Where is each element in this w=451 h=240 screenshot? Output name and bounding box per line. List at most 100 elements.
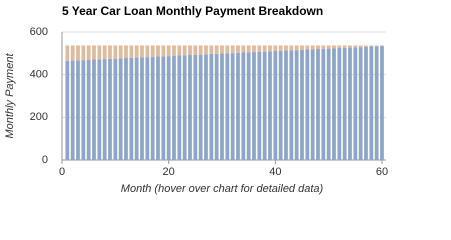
- bar-segment: [358, 45, 363, 48]
- bar-segment: [284, 50, 288, 161]
- bar-segment: [321, 48, 326, 160]
- bar-segment: [118, 45, 123, 59]
- bar-segment: [102, 59, 107, 160]
- bar-segment: [161, 45, 166, 57]
- chart: 5 Year Car Loan Monthly Payment Breakdow…: [4, 4, 388, 195]
- bar-segment: [225, 45, 230, 54]
- bar-segment: [182, 55, 187, 160]
- bar-segment: [300, 45, 304, 50]
- bar-segment: [310, 49, 315, 160]
- bar-segment: [76, 60, 80, 160]
- bar-segment: [81, 60, 86, 160]
- bar-segment: [102, 45, 107, 60]
- bar-segment: [97, 59, 102, 160]
- bar-segment: [342, 47, 347, 160]
- bar-segment: [177, 45, 182, 56]
- bar-segment: [86, 45, 91, 60]
- bar-segment: [172, 55, 176, 160]
- bar-segment: [118, 58, 123, 160]
- bar-segment: [364, 46, 368, 160]
- bar-segment: [342, 45, 347, 48]
- bar-segment: [166, 56, 171, 160]
- bar-segment: [230, 45, 235, 54]
- bar-segment: [374, 45, 379, 47]
- bar-segment: [188, 45, 192, 56]
- x-tick-label: 20: [163, 166, 175, 178]
- bar-segment: [209, 53, 214, 161]
- bar-segment: [252, 45, 256, 53]
- bar-segment: [134, 45, 139, 58]
- bar-segment: [166, 45, 171, 57]
- bar-segment: [198, 45, 203, 55]
- bar-segment: [321, 45, 326, 49]
- bar-segment: [310, 45, 315, 50]
- bar-segment: [204, 54, 208, 160]
- bar-segment: [134, 57, 139, 160]
- bar-segment: [113, 58, 118, 160]
- x-axis-title: Month (hover over chart for detailed dat…: [121, 183, 324, 195]
- bar-segment: [150, 45, 155, 57]
- bar-segment: [113, 45, 118, 59]
- bar-segment: [374, 46, 379, 160]
- bar-segment: [198, 54, 203, 160]
- bar-segment: [220, 53, 224, 161]
- bar-segment: [204, 45, 208, 55]
- bar-segment: [252, 52, 256, 161]
- bar-segment: [289, 50, 294, 161]
- bar-segment: [225, 53, 230, 161]
- bar-segment: [182, 45, 187, 56]
- bar-segment: [241, 52, 246, 161]
- bar-segment: [278, 45, 283, 51]
- bar-segment: [273, 45, 278, 51]
- bar-segment: [273, 50, 278, 161]
- bar-segment: [81, 45, 86, 61]
- bar-segment: [294, 50, 299, 161]
- bar-segment: [316, 45, 320, 50]
- bar-segment: [294, 45, 299, 51]
- bar-segment: [262, 51, 267, 161]
- bar-segment: [230, 53, 235, 161]
- bar-segment: [140, 45, 144, 58]
- bar-segment: [108, 45, 112, 59]
- bar-segment: [65, 60, 70, 160]
- y-tick-label: 0: [42, 154, 48, 166]
- bar-segment: [65, 45, 70, 61]
- bar-segment: [380, 45, 384, 47]
- bar-segment: [257, 45, 262, 52]
- bar-segment: [124, 45, 128, 59]
- bar-segment: [332, 48, 336, 160]
- x-tick-label: 60: [376, 166, 388, 178]
- bar-segment: [214, 53, 219, 161]
- bar-segment: [262, 45, 267, 52]
- bar-segment: [326, 45, 331, 49]
- bar-segment: [92, 59, 96, 160]
- bar-segment: [246, 45, 251, 53]
- bar-segment: [369, 45, 374, 47]
- bar-segment: [305, 45, 310, 50]
- bar-segment: [326, 48, 331, 160]
- bar-segment: [161, 56, 166, 160]
- bar-segment: [108, 58, 112, 160]
- bar-segment: [380, 46, 384, 160]
- bar-segment: [172, 45, 176, 56]
- bar-segment: [145, 45, 150, 58]
- x-tick-label: 40: [269, 166, 281, 178]
- bar-segment: [209, 45, 214, 54]
- bar-segment: [348, 47, 352, 160]
- y-tick-label: 400: [30, 69, 48, 81]
- bar-segment: [284, 45, 288, 51]
- bar-segment: [268, 45, 272, 52]
- bar-segment: [364, 45, 368, 47]
- bar-segment: [236, 45, 240, 53]
- bar-segment: [92, 45, 96, 60]
- bar-segment: [129, 45, 134, 58]
- bar-segment: [177, 55, 182, 160]
- bar-segment: [156, 56, 160, 160]
- bar-segment: [70, 45, 75, 61]
- bar-segment: [332, 45, 336, 49]
- bar-segment: [337, 45, 342, 48]
- bar-segment: [236, 52, 240, 161]
- bar-segment: [268, 51, 272, 161]
- bar-segment: [193, 54, 198, 160]
- bar-segment: [188, 55, 192, 160]
